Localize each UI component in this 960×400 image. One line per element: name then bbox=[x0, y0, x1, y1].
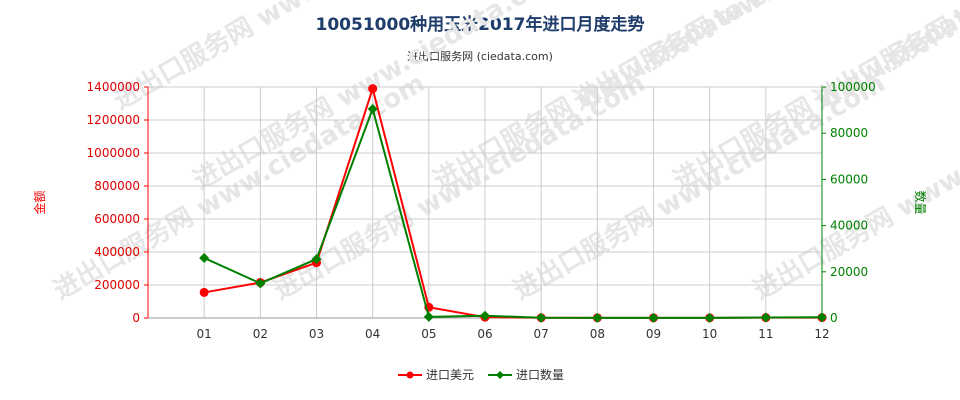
watermark-text: 进出口服务网 www.ciedata.com bbox=[809, 0, 960, 116]
legend-label: 进口美元 bbox=[426, 368, 474, 382]
data-point bbox=[311, 254, 322, 265]
left-axis-title: 金额 bbox=[32, 190, 47, 214]
data-point bbox=[648, 312, 659, 323]
legend-marker bbox=[496, 371, 504, 379]
x-axis-tick-label: 06 bbox=[477, 327, 492, 341]
data-point bbox=[199, 252, 210, 263]
left-axis-tick-label: 1400000 bbox=[87, 80, 140, 94]
right-axis-tick-label: 60000 bbox=[830, 172, 868, 186]
left-axis-tick-label: 400000 bbox=[94, 245, 140, 259]
chart-title: 10051000种用玉米2017年进口月度走势 bbox=[315, 15, 645, 35]
x-axis-tick-label: 09 bbox=[646, 327, 661, 341]
data-point bbox=[480, 310, 490, 321]
right-axis-tick-label: 40000 bbox=[830, 219, 868, 233]
right-axis-tick-label: 0 bbox=[830, 311, 838, 325]
x-axis-tick-label: 05 bbox=[421, 327, 436, 341]
data-point bbox=[817, 312, 827, 323]
series-line-quantity bbox=[203, 105, 823, 319]
left-axis-tick-label: 200000 bbox=[94, 278, 140, 292]
data-point bbox=[704, 312, 715, 323]
right-axis-tick-label: 100000 bbox=[830, 80, 876, 94]
x-axis-tick-label: 07 bbox=[534, 327, 549, 341]
x-axis-tick-label: 03 bbox=[309, 327, 324, 341]
left-axis-tick-label: 0 bbox=[132, 311, 140, 325]
legend-marker bbox=[406, 371, 414, 379]
left-axis-tick-label: 600000 bbox=[94, 212, 140, 226]
chart-subtitle: 进出口服务网 (ciedata.com) bbox=[407, 50, 553, 63]
right-axis-title: 数量 bbox=[913, 190, 928, 214]
left-axis-tick-label: 1000000 bbox=[87, 146, 140, 160]
data-point bbox=[199, 287, 209, 297]
data-point bbox=[368, 84, 378, 94]
data-point bbox=[423, 311, 434, 322]
data-point bbox=[592, 312, 603, 323]
x-axis-tick-label: 02 bbox=[253, 327, 268, 341]
legend-label: 进口数量 bbox=[516, 367, 564, 382]
x-axis-tick-label: 11 bbox=[758, 327, 773, 341]
x-axis-tick-label: 10 bbox=[702, 327, 717, 341]
data-point bbox=[255, 278, 266, 289]
x-axis-tick-label: 04 bbox=[365, 327, 380, 341]
data-point bbox=[367, 103, 378, 114]
data-point bbox=[760, 312, 771, 323]
x-axis-tick-label: 12 bbox=[814, 327, 829, 341]
x-axis-tick-label: 08 bbox=[590, 327, 605, 341]
right-axis-tick-label: 20000 bbox=[830, 265, 868, 279]
x-axis-tick-label: 01 bbox=[197, 327, 212, 341]
right-axis-tick-label: 80000 bbox=[830, 126, 868, 140]
data-point bbox=[536, 312, 547, 323]
left-axis-tick-label: 800000 bbox=[94, 179, 140, 193]
left-axis-tick-label: 1200000 bbox=[87, 113, 140, 127]
